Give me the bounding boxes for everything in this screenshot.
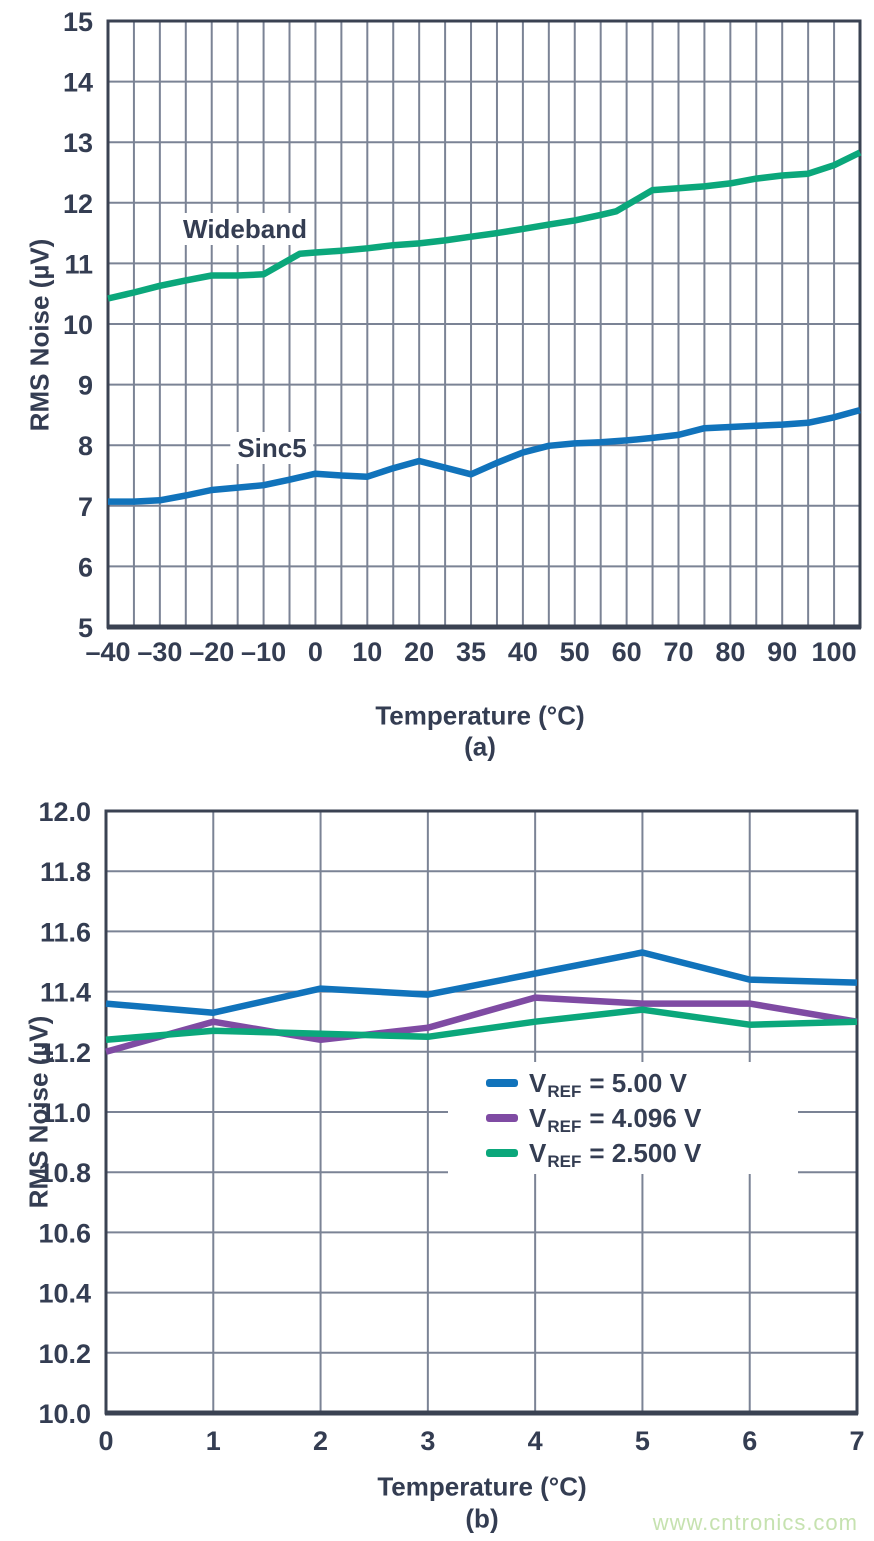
x-tick-label: 40: [508, 637, 538, 667]
y-tick-label: 15: [63, 7, 93, 37]
y-tick-label: 10.6: [38, 1218, 91, 1248]
x-tick-label: 7: [849, 1426, 864, 1456]
x-tick-label: 3: [420, 1426, 435, 1456]
x-tick-label: 0: [98, 1426, 113, 1456]
x-tick-label: –20: [189, 637, 234, 667]
legend-swatch: [486, 1149, 518, 1157]
y-tick-label: 10.2: [38, 1339, 91, 1369]
series-line-sinc5: [108, 406, 861, 505]
y-tick-label: 5: [78, 613, 93, 643]
y-tick-label: 10.0: [38, 1399, 91, 1429]
y-tick-label: 12.0: [38, 797, 91, 827]
x-tick-label: 100: [812, 637, 857, 667]
x-tick-label: 10: [352, 637, 382, 667]
x-tick-label: 1: [206, 1426, 221, 1456]
x-tick-label: 70: [663, 637, 693, 667]
series-line-vref-5-00-v: [105, 949, 858, 1016]
y-tick-label: 14: [63, 68, 93, 98]
y-tick-label: 12: [63, 189, 93, 219]
x-tick-label: 6: [742, 1426, 757, 1456]
tick-labels: 0 1 2 3 4 5 6 7 12.0 11.8 11.6 11.4 11.2 11.0 10.8 10.6…: [38, 797, 864, 1456]
series-line-wideband: [107, 149, 862, 302]
x-tick-label: 60: [612, 637, 642, 667]
series-line-vref-2-500-v: [105, 1006, 858, 1044]
y-tick-label: 11.8: [40, 857, 91, 887]
y-tick-label: 6: [78, 552, 93, 582]
legend-item: VREF = 2.500 V: [486, 1138, 798, 1171]
y-tick-label: 7: [78, 492, 93, 522]
chart-b-legend: VREF = 5.00 V VREF = 4.096 V VREF = 2.500 V: [448, 1062, 798, 1174]
chart-a-caption: (a): [464, 731, 496, 762]
chart-a-y-axis-title: RMS Noise (µV): [24, 238, 55, 432]
series-label-sinc5: Sinc5: [230, 432, 314, 464]
legend-swatch: [486, 1114, 518, 1122]
legend-item: VREF = 4.096 V: [486, 1103, 798, 1136]
x-tick-label: 4: [528, 1426, 543, 1456]
x-tick-label: 80: [715, 637, 745, 667]
y-tick-label: 10: [63, 310, 93, 340]
y-tick-label: 11: [64, 249, 93, 279]
chart-a-plot: –40 –30 –20 –10 0 10 20 35 40 50 60 70 80 90 100 15 14 13…: [63, 7, 862, 667]
chart-b-x-axis-title: Temperature (°C): [377, 1471, 587, 1502]
y-tick-label: 11.4: [40, 978, 91, 1008]
series-line-vref-4-096-v: [105, 994, 858, 1055]
legend-label: VREF = 4.096 V: [529, 1103, 702, 1136]
y-tick-label: 11.2: [40, 1038, 91, 1068]
legend-label: VREF = 2.500 V: [529, 1138, 702, 1171]
watermark-text: www.cntronics.com: [652, 1510, 858, 1535]
legend-item: VREF = 5.00 V: [486, 1068, 798, 1101]
y-tick-label: 11.0: [40, 1098, 91, 1128]
chart-b-y-axis-title: RMS Noise (µV): [23, 1015, 54, 1209]
x-tick-label: 50: [560, 637, 590, 667]
x-tick-label: 90: [767, 637, 797, 667]
y-tick-label: 8: [78, 431, 93, 461]
x-tick-label: –30: [137, 637, 182, 667]
x-tick-label: 5: [635, 1426, 650, 1456]
x-tick-label: 0: [308, 637, 323, 667]
tick-labels: –40 –30 –20 –10 0 10 20 35 40 50 60 70 80 90 100 15 14 13…: [63, 7, 857, 667]
y-tick-label: 13: [63, 128, 93, 158]
x-tick-label: 2: [313, 1426, 328, 1456]
legend-swatch: [486, 1079, 518, 1087]
x-tick-label: –40: [85, 637, 130, 667]
x-tick-label: 20: [404, 637, 434, 667]
x-tick-label: 35: [456, 637, 486, 667]
x-tick-label: –10: [241, 637, 286, 667]
series-label-wideband: Wideband: [176, 213, 314, 245]
chart-b-caption: (b): [465, 1503, 499, 1534]
gridlines: [108, 21, 860, 627]
legend-label: VREF = 5.00 V: [529, 1068, 687, 1101]
y-tick-label: 10.8: [38, 1158, 91, 1188]
chart-a-x-axis-title: Temperature (°C): [375, 700, 585, 731]
y-tick-label: 10.4: [38, 1279, 91, 1309]
y-tick-label: 11.6: [40, 917, 91, 947]
y-tick-label: 9: [78, 371, 93, 401]
